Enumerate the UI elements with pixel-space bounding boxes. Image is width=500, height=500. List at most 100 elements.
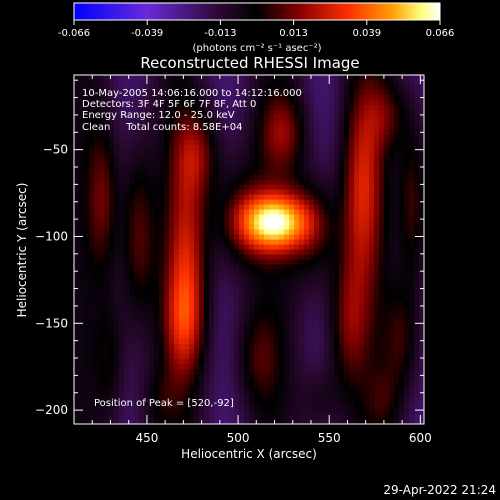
heatmap-cell — [109, 414, 115, 420]
heatmap-cell — [384, 299, 390, 305]
heatmap-cell — [249, 264, 255, 271]
heatmap-cell — [259, 139, 265, 146]
heatmap-cell — [79, 114, 85, 121]
heatmap-cell — [289, 409, 295, 415]
heatmap-cell — [359, 209, 365, 216]
heatmap-cell — [389, 339, 395, 345]
heatmap-cell — [274, 199, 280, 206]
heatmap-cell — [249, 274, 255, 281]
heatmap-cell — [359, 154, 365, 161]
heatmap-cell — [289, 224, 295, 231]
heatmap-cell — [354, 104, 360, 111]
heatmap-cell — [354, 229, 360, 236]
heatmap-cell — [74, 214, 80, 221]
heatmap-cell — [134, 194, 140, 201]
heatmap-cell — [154, 189, 160, 196]
heatmap-cell — [174, 294, 180, 300]
heatmap-cell — [189, 209, 195, 216]
heatmap-cell — [199, 334, 205, 340]
heatmap-cell — [369, 244, 375, 251]
heatmap-cell — [284, 329, 290, 335]
heatmap-cell — [219, 284, 225, 290]
heatmap-cell — [159, 114, 165, 121]
heatmap-cell — [399, 414, 405, 420]
heatmap-cell — [269, 249, 275, 256]
heatmap-cell — [129, 339, 135, 345]
heatmap-cell — [369, 239, 375, 246]
heatmap-cell — [399, 349, 405, 355]
heatmap-cell — [309, 79, 315, 86]
heatmap-cell — [234, 119, 240, 126]
heatmap-cell — [189, 264, 195, 271]
heatmap-cell — [404, 204, 410, 211]
heatmap-cell — [154, 314, 160, 320]
heatmap-cell — [129, 149, 135, 156]
heatmap-cell — [159, 299, 165, 305]
heatmap-cell — [374, 244, 380, 251]
heatmap-cell — [129, 169, 135, 176]
heatmap-cell — [319, 174, 325, 181]
heatmap-cell — [199, 389, 205, 395]
heatmap-cell — [364, 254, 370, 261]
heatmap-cell — [349, 184, 355, 191]
heatmap-cell — [159, 414, 165, 420]
heatmap-cell — [119, 294, 125, 300]
heatmap-cell — [409, 104, 415, 111]
heatmap-cell — [84, 114, 90, 121]
heatmap-cell — [94, 164, 100, 171]
heatmap-cell — [359, 289, 365, 295]
heatmap-cell — [394, 249, 400, 256]
heatmap-cell — [359, 409, 365, 415]
heatmap-cell — [174, 269, 180, 276]
heatmap-cell — [99, 84, 105, 91]
heatmap-cell — [319, 414, 325, 420]
heatmap-cell — [309, 269, 315, 276]
heatmap-cell — [74, 419, 80, 424]
heatmap-cell — [204, 154, 210, 161]
heatmap-cell — [364, 334, 370, 340]
heatmap-cell — [219, 269, 225, 276]
heatmap-cell — [129, 279, 135, 285]
heatmap-cell — [199, 129, 205, 136]
heatmap-cell — [264, 229, 270, 236]
heatmap-cell — [254, 364, 260, 370]
heatmap-cell — [339, 204, 345, 211]
heatmap-cell — [234, 104, 240, 111]
heatmap-cell — [214, 309, 220, 315]
heatmap-cell — [344, 124, 350, 131]
heatmap-cell — [329, 149, 335, 156]
heatmap-cell — [199, 79, 205, 86]
heatmap-cell — [139, 224, 145, 231]
heatmap-cell — [189, 119, 195, 126]
heatmap-cell — [74, 204, 80, 211]
heatmap-cell — [209, 239, 215, 246]
heatmap-cell — [344, 99, 350, 106]
heatmap-cell — [159, 204, 165, 211]
heatmap-cell — [419, 189, 424, 196]
heatmap-cell — [284, 414, 290, 420]
heatmap-cell — [239, 184, 245, 191]
heatmap-cell — [294, 244, 300, 251]
heatmap-cell — [274, 364, 280, 370]
heatmap-cell — [384, 104, 390, 111]
heatmap-cell — [384, 114, 390, 121]
heatmap-cell — [169, 179, 175, 186]
heatmap-cell — [409, 184, 415, 191]
heatmap-cell — [399, 119, 405, 126]
heatmap-cell — [199, 164, 205, 171]
heatmap-cell — [129, 199, 135, 206]
heatmap-cell — [244, 184, 250, 191]
heatmap-cell — [369, 129, 375, 136]
heatmap-cell — [104, 259, 110, 266]
heatmap-cell — [344, 339, 350, 345]
heatmap-cell — [84, 374, 90, 380]
heatmap-cell — [304, 99, 310, 106]
heatmap-cell — [389, 364, 395, 370]
heatmap-cell — [374, 404, 380, 410]
heatmap-cell — [319, 289, 325, 295]
heatmap-cell — [309, 164, 315, 171]
heatmap-cell — [319, 94, 325, 101]
heatmap-cell — [134, 299, 140, 305]
heatmap-cell — [334, 229, 340, 236]
heatmap-cell — [404, 419, 410, 424]
